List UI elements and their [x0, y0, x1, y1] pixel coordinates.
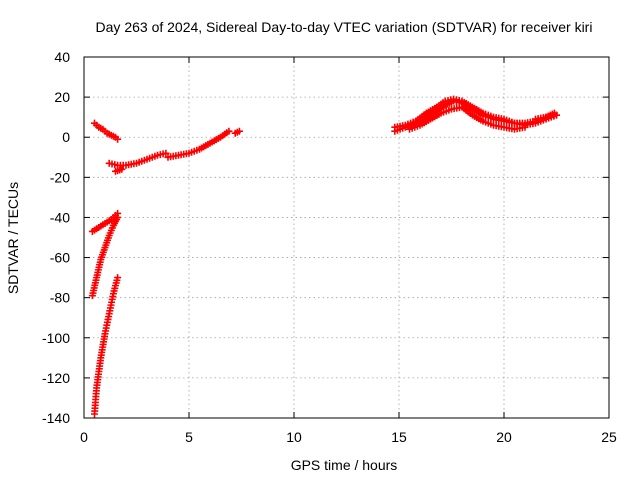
data-point: [225, 127, 233, 135]
data-point: [114, 135, 122, 143]
y-tick-label: 40: [54, 49, 70, 65]
x-tick-label: 0: [80, 429, 88, 445]
y-tick-label: -100: [42, 330, 70, 346]
data-point: [114, 213, 122, 221]
data-point: [235, 127, 243, 135]
x-tick-label: 5: [185, 429, 193, 445]
y-tick-label: 0: [62, 129, 70, 145]
y-tick-label: -20: [50, 169, 70, 185]
y-tick-label: -80: [50, 290, 70, 306]
x-axis-label: GPS time / hours: [291, 457, 398, 473]
x-tick-label: 25: [601, 429, 617, 445]
y-tick-label: -40: [50, 209, 70, 225]
y-tick-label: -120: [42, 370, 70, 386]
x-tick-label: 10: [286, 429, 302, 445]
data-point: [553, 111, 560, 119]
y-tick-label: 20: [54, 89, 70, 105]
x-tick-label: 15: [391, 429, 407, 445]
y-tick-label: -60: [50, 250, 70, 266]
data-points: [88, 95, 560, 418]
data-point: [162, 149, 170, 157]
x-tick-label: 20: [496, 429, 512, 445]
axis-ticks: 0 5 10 15 20 25 -140 -120 -100 -80 -60 -40 -20 0 20 40: [42, 49, 617, 445]
y-tick-label: -140: [42, 410, 70, 426]
y-axis-label: SDTVAR / TECUs: [5, 182, 21, 294]
data-point: [114, 274, 122, 282]
data-point: [118, 165, 126, 173]
chart-title: Day 263 of 2024, Sidereal Day-to-day VTE…: [96, 19, 593, 35]
data-point: [521, 123, 529, 131]
grid-lines: [84, 57, 609, 418]
plot-frame: [83, 56, 610, 419]
